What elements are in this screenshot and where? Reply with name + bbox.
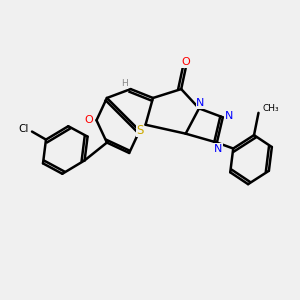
Text: CH₃: CH₃ [263, 104, 280, 113]
Text: O: O [181, 57, 190, 67]
Text: N: N [214, 143, 223, 154]
Text: O: O [85, 115, 93, 125]
Text: N: N [196, 98, 205, 108]
Text: N: N [225, 111, 233, 121]
Text: S: S [136, 124, 144, 136]
Text: Cl: Cl [19, 124, 29, 134]
Text: H: H [121, 79, 128, 88]
